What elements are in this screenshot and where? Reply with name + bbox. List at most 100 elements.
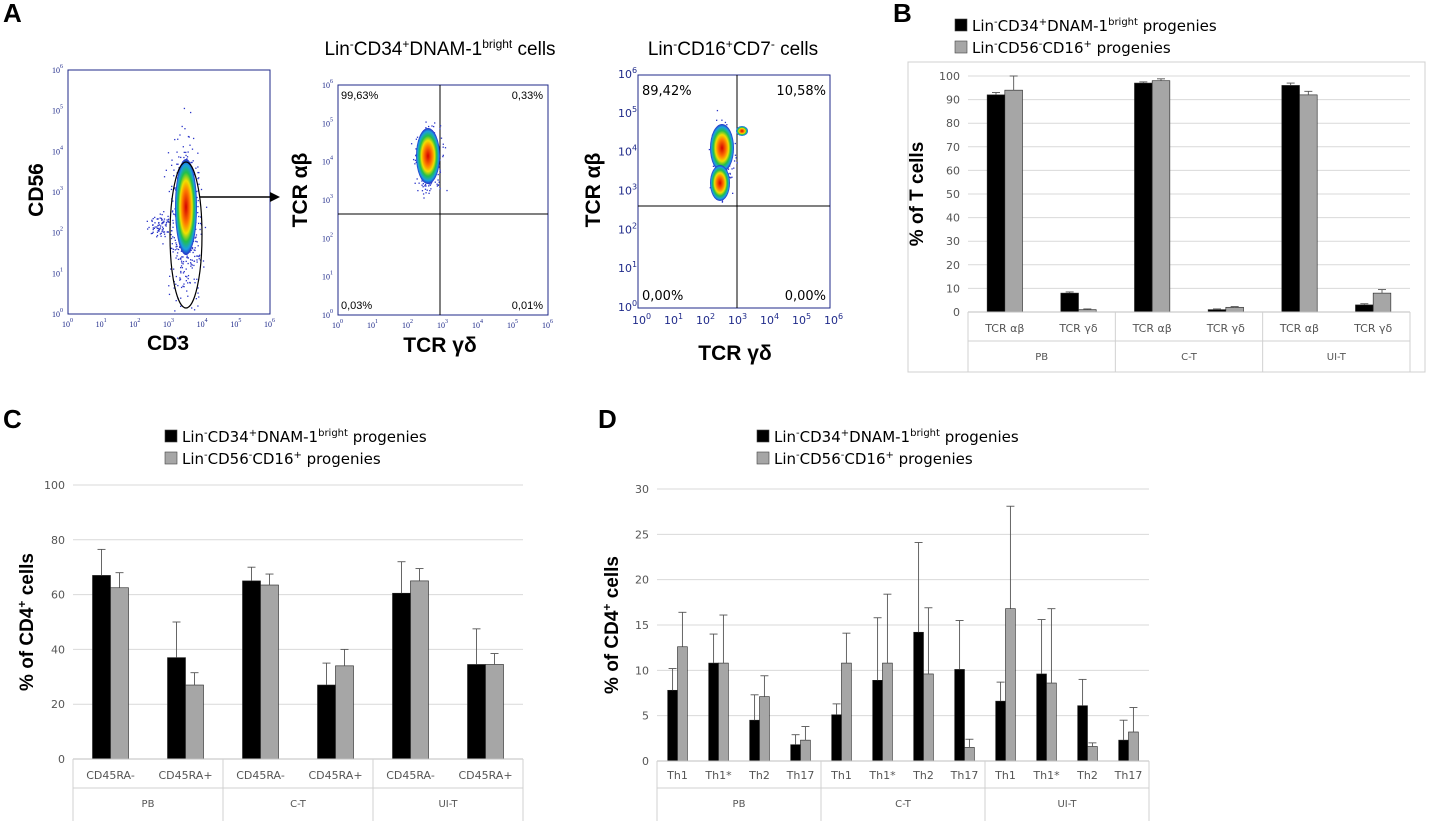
bar-series1 [667, 689, 678, 762]
bar-series1 [392, 592, 411, 760]
bar-series1 [790, 744, 801, 762]
bar-series1 [954, 669, 965, 762]
event-dot [191, 259, 193, 261]
event-dot [156, 226, 158, 228]
flow-plot-2-q-ll: 0,03% [341, 300, 372, 312]
p2-ytick-label: 100 [322, 309, 333, 320]
event-dot [169, 275, 171, 277]
p3-ytick-label: 106 [618, 66, 637, 81]
bar-series2 [964, 747, 975, 762]
event-dot [709, 187, 711, 189]
p1-xtick-label: 101 [96, 318, 107, 329]
event-dot [152, 217, 154, 220]
event-dot [192, 251, 194, 254]
event-dot [434, 122, 436, 124]
event-dot [180, 250, 183, 252]
event-dot [175, 257, 177, 259]
legend-label-2: Lin-CD56-CD16+ progenies [972, 39, 1171, 57]
event-dot [154, 216, 156, 219]
event-dot [191, 161, 193, 164]
flow-plot-1-density [175, 159, 197, 255]
flow-plot-tcr-dnam: Lin-CD34+DNAM-1bright cells 100 101 102 103… [289, 37, 556, 357]
event-dot [198, 258, 200, 260]
bar-series1 [1060, 292, 1079, 313]
event-dot [203, 266, 205, 268]
event-dot [181, 267, 184, 269]
event-dot [158, 224, 161, 226]
event-dot [439, 125, 442, 127]
event-dot [422, 193, 425, 195]
flow-plot-2-ylabel: TCR αβ [289, 152, 312, 227]
event-dot [172, 236, 174, 238]
event-dot [178, 246, 181, 248]
event-dot [163, 221, 165, 223]
flow-plot-3-density-bottom [710, 165, 730, 201]
event-dot [195, 298, 198, 300]
event-dot [440, 137, 443, 139]
group-label: PB [142, 799, 155, 810]
event-dot [733, 167, 735, 169]
event-dot [173, 287, 175, 289]
event-dot [425, 121, 427, 123]
event-dot [148, 226, 150, 229]
category-label: TCR γδ [1206, 322, 1245, 335]
y-tick-label: 90 [946, 94, 960, 107]
event-dot [161, 219, 163, 221]
event-dot [170, 268, 172, 270]
event-dot [414, 159, 417, 161]
panel-letter-d: D [598, 404, 617, 434]
event-dot [196, 259, 198, 261]
event-dot [162, 227, 164, 230]
event-dot [179, 278, 182, 280]
event-dot [188, 136, 190, 138]
event-dot [174, 187, 176, 189]
y-tick-label: 0 [58, 753, 65, 766]
category-label: Th1* [868, 769, 896, 782]
event-dot [194, 282, 196, 284]
bar-series2 [1151, 80, 1171, 313]
event-dot [436, 185, 439, 187]
event-dot [429, 184, 431, 186]
bar-series2 [759, 696, 770, 762]
event-dot [195, 167, 197, 169]
event-dot [193, 249, 195, 251]
event-dot [163, 218, 166, 220]
event-dot [414, 182, 416, 184]
event-dot [428, 185, 430, 187]
event-dot [175, 275, 178, 278]
event-dot [174, 310, 176, 312]
event-dot [159, 213, 161, 215]
event-dot [415, 154, 417, 157]
event-dot [197, 171, 199, 174]
event-dot [177, 284, 179, 287]
event-dot [166, 219, 168, 221]
event-dot [191, 267, 193, 269]
event-dot [205, 206, 208, 208]
flow-plot-2-frame [337, 84, 549, 316]
event-dot [424, 188, 427, 190]
event-dot [183, 151, 185, 154]
event-dot [162, 243, 164, 245]
event-dot [200, 233, 202, 235]
bar-series2 [800, 739, 811, 762]
event-dot [172, 200, 174, 202]
event-dot [186, 276, 188, 278]
legend-label-2: Lin-CD56-CD16+ progenies [774, 450, 973, 468]
event-dot [198, 255, 200, 258]
event-dot [200, 188, 203, 191]
event-dot [197, 177, 199, 180]
bar-chart-d: 0 5 10 15 20 25 30 % of CD4+ cells Th1 Th1* Th2 Th1… [600, 428, 1150, 821]
p2-xtick-label: 100 [332, 319, 343, 330]
p2-xtick-label: 106 [542, 319, 553, 330]
event-dot [196, 278, 198, 280]
event-dot [185, 154, 187, 157]
event-dot [197, 305, 199, 307]
y-tick-label: 100 [44, 479, 65, 492]
event-dot [436, 183, 438, 185]
y-tick-label: 30 [946, 235, 960, 248]
p1-xtick-label: 103 [163, 318, 174, 329]
group-label: C-T [290, 799, 307, 810]
event-dot [171, 185, 173, 188]
bar-series2 [410, 580, 429, 760]
p2-ytick-label: 102 [322, 232, 333, 243]
